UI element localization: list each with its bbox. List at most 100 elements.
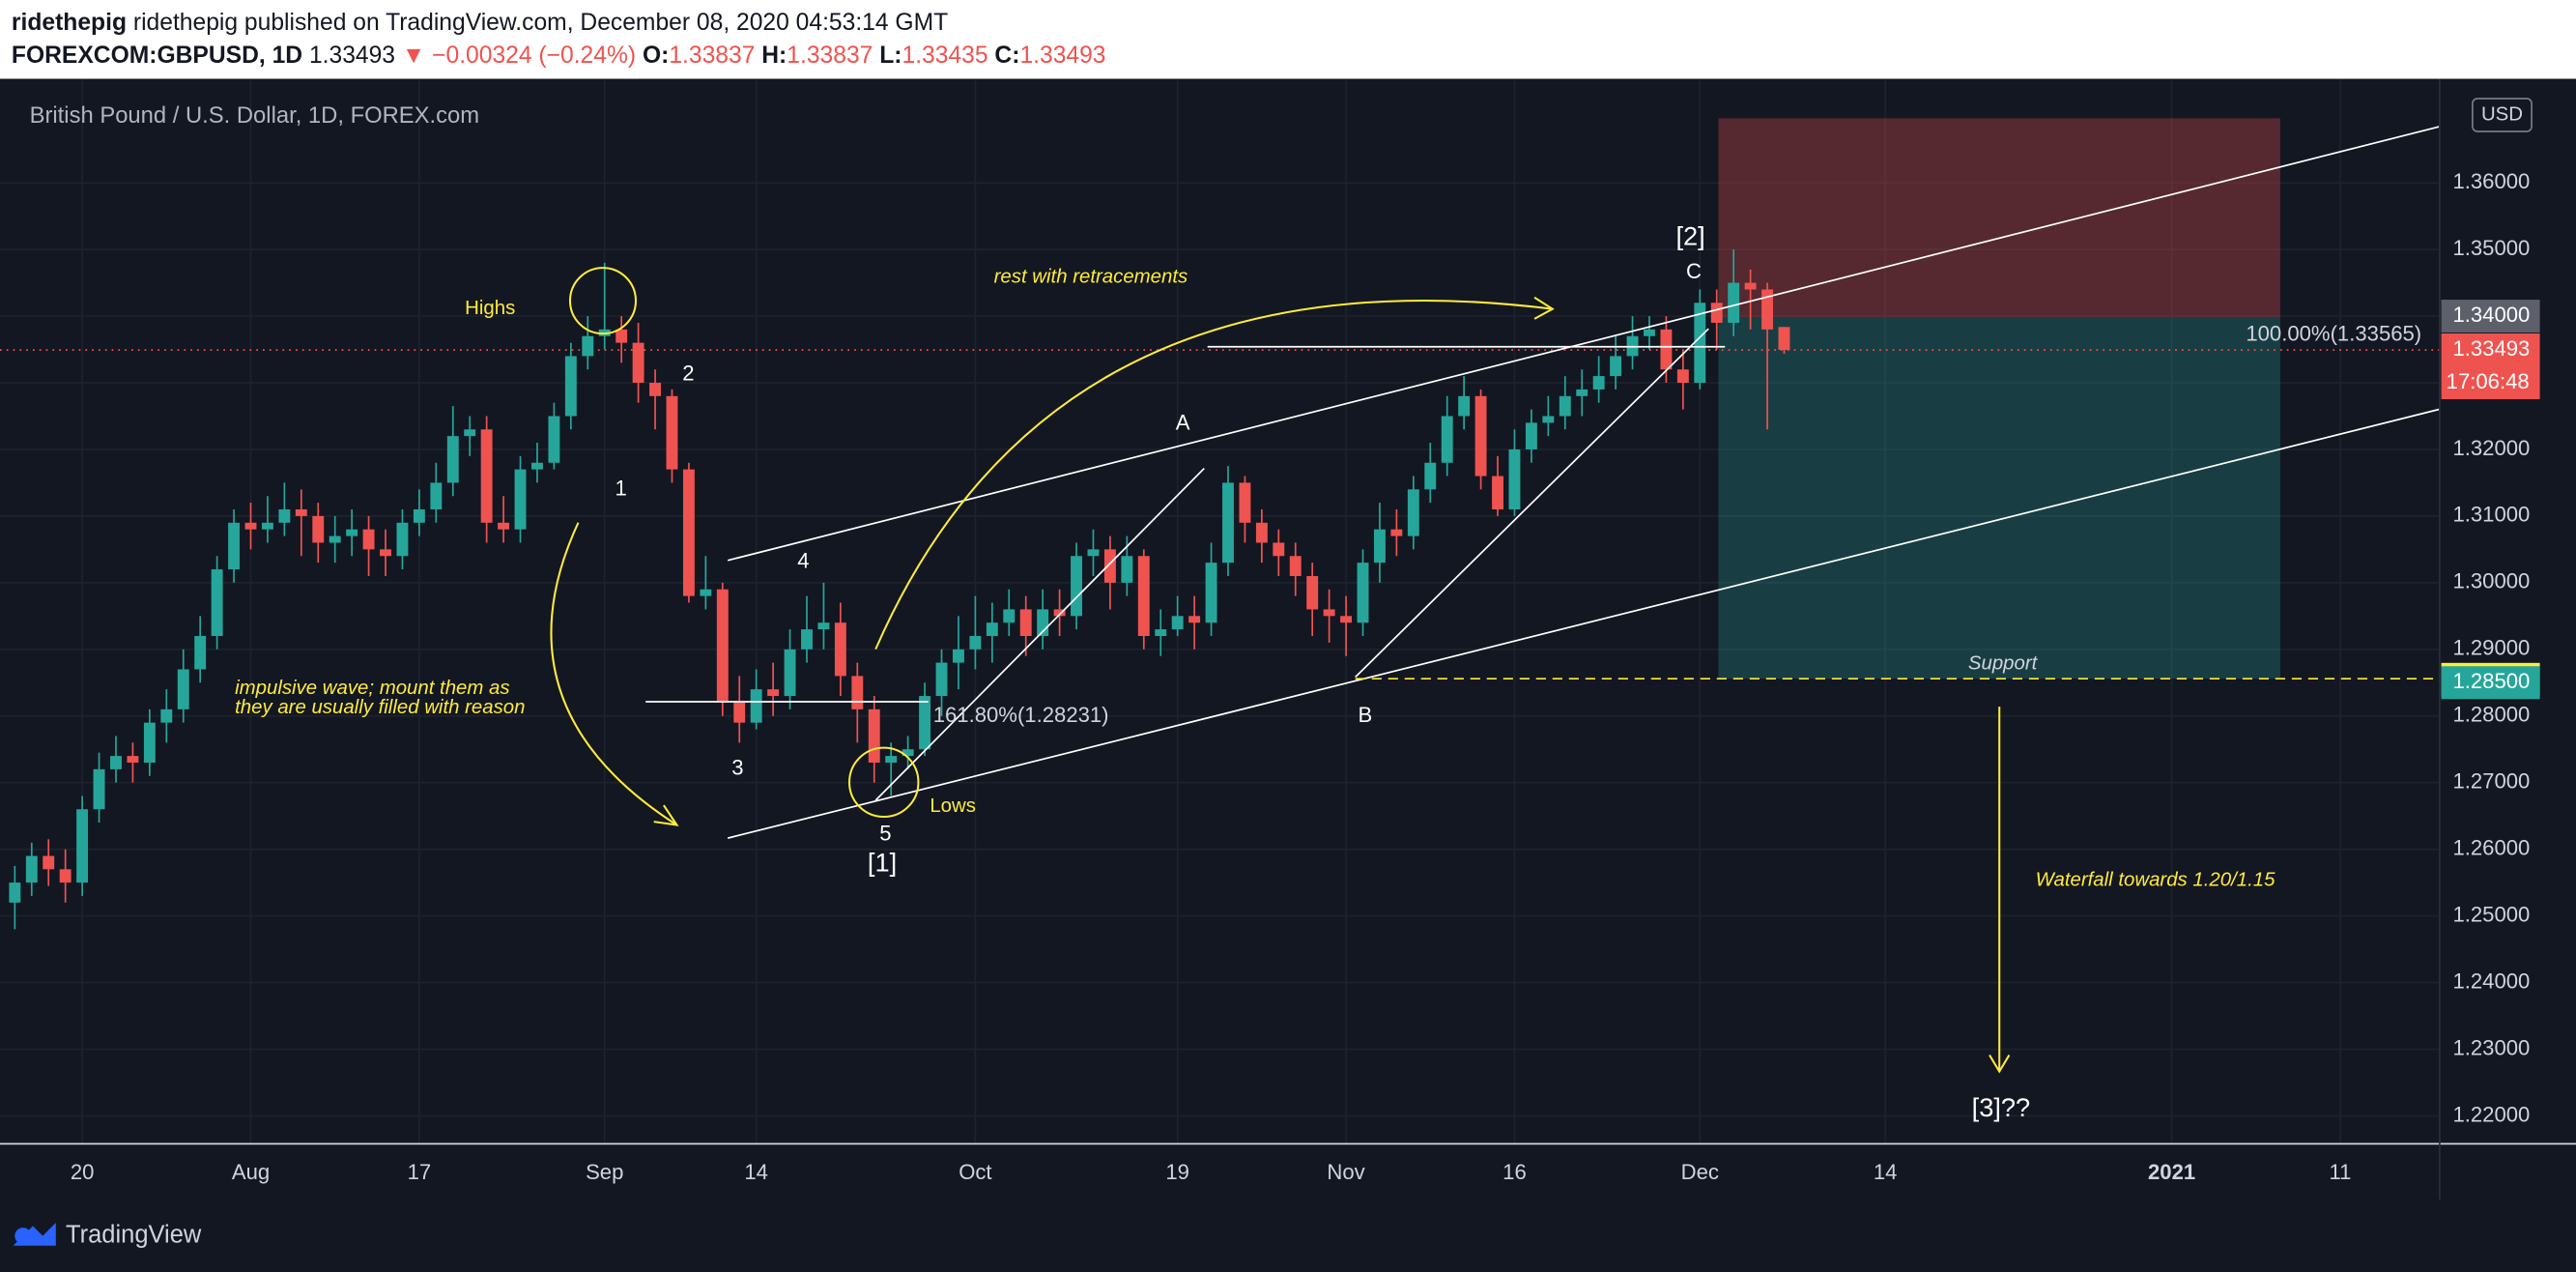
y-tick-label: 1.35000	[2452, 236, 2530, 260]
candle-body	[1103, 549, 1116, 583]
arrowhead	[1533, 296, 1555, 320]
ohlc-value: 1.33493	[1019, 42, 1105, 68]
y-tick-label: 1.31000	[2452, 503, 2530, 527]
target-zone	[1718, 317, 2280, 679]
x-tick-label: 2021	[2148, 1160, 2195, 1184]
candle-body	[784, 649, 796, 697]
x-tick-label: Oct	[959, 1160, 991, 1184]
candle-body	[413, 509, 425, 523]
candle-body	[396, 522, 409, 557]
candle-body	[1710, 303, 1723, 323]
y-tick-label: 1.24000	[2452, 968, 2530, 993]
x-tick-label: 14	[744, 1160, 768, 1184]
candle-body	[531, 462, 543, 470]
y-tick-label: 1.26000	[2452, 835, 2530, 859]
candle-body	[1222, 482, 1234, 564]
candle-body	[446, 436, 459, 483]
stop-zone	[1718, 118, 2280, 318]
candle-body	[59, 869, 72, 883]
price-badge	[2441, 300, 2540, 333]
candle-body	[969, 636, 982, 650]
candle-body	[1644, 329, 1655, 336]
candle-body	[1474, 395, 1487, 477]
header-bg	[0, 0, 2576, 79]
candle-body	[1306, 575, 1319, 610]
candle-body	[834, 622, 846, 677]
candle-body	[885, 756, 898, 764]
currency-badge[interactable]	[2472, 98, 2533, 132]
candle-body	[700, 589, 712, 596]
ohlc-value: 1.33837	[669, 42, 755, 68]
candle-body	[346, 529, 358, 536]
candle-body	[986, 622, 998, 637]
brand[interactable]: TradingView	[66, 1221, 202, 1248]
price-badge	[2441, 666, 2540, 700]
channel-upper	[728, 126, 2441, 562]
wave-label: A	[1176, 411, 1190, 435]
candle-body	[1323, 609, 1335, 617]
candle-body	[1576, 389, 1589, 396]
chart-title: British Pound / U.S. Dollar, 1D, FOREX.c…	[30, 102, 480, 129]
lows-circle	[848, 746, 920, 819]
candle-body	[767, 689, 780, 697]
wave-label: C	[1686, 259, 1702, 283]
candle-body	[278, 509, 291, 523]
candle-body	[564, 356, 577, 417]
candle-body	[25, 855, 38, 883]
fib-label: 100.00%(1.33565)	[2246, 322, 2421, 346]
candle-body	[1458, 395, 1471, 417]
price-badge-label: 1.33493	[2452, 336, 2530, 361]
candle-body	[110, 756, 122, 769]
candle-body	[43, 855, 55, 870]
candle-body	[1390, 529, 1403, 536]
candle-body	[1508, 448, 1521, 510]
candle-body	[682, 469, 695, 596]
highs-circle	[568, 267, 638, 335]
candle-body	[464, 429, 476, 437]
candle-body	[1542, 416, 1555, 423]
y-tick-label: 1.27000	[2452, 769, 2530, 794]
candle-body	[1559, 395, 1571, 417]
candle-body	[582, 335, 594, 357]
price-badge-label: 1.34000	[2452, 303, 2530, 327]
ohlc-value: 1.33837	[787, 42, 873, 68]
candle-body	[1441, 416, 1453, 463]
candle-body	[194, 636, 207, 670]
annotation: rest with retracements	[994, 267, 1188, 288]
candle-body	[1492, 476, 1503, 510]
arrow-arc	[874, 299, 1553, 650]
wave-label: B	[1359, 703, 1373, 727]
x-tick-label: 16	[1503, 1160, 1527, 1184]
candle-body	[1087, 549, 1100, 557]
candle-body	[93, 768, 105, 810]
candle-body	[362, 529, 375, 550]
candle-body	[1188, 616, 1201, 623]
candle-body	[1592, 376, 1605, 390]
candle-body	[177, 669, 189, 709]
candle-body	[1744, 282, 1757, 290]
candle-body	[1728, 282, 1740, 323]
symbol-line: FOREXCOM:GBPUSD, 1D 1.33493 ▼ −0.00324 (…	[12, 42, 1106, 68]
candle-body	[953, 649, 964, 663]
candle-body	[1373, 529, 1386, 564]
ohlc-label: C:	[994, 42, 1019, 68]
candle-body	[1273, 542, 1285, 557]
candle-body	[430, 482, 443, 510]
candle-body	[295, 509, 307, 516]
candle-body	[666, 395, 678, 470]
wave-label: 2	[682, 361, 694, 386]
footer	[0, 1200, 2576, 1272]
price-badge-label: 1.28500	[2452, 669, 2530, 693]
candle-body	[1019, 609, 1032, 637]
candle-body	[632, 342, 644, 384]
candle-body	[1340, 616, 1353, 623]
candle-body	[801, 629, 813, 650]
wave-label: [2]	[1675, 221, 1704, 251]
candle-body	[1071, 556, 1082, 617]
candle-body	[498, 522, 510, 530]
candle-body	[380, 549, 391, 557]
countdown-badge	[2441, 366, 2540, 400]
x-tick-label: 11	[2330, 1160, 2352, 1184]
candle-body	[480, 429, 493, 523]
